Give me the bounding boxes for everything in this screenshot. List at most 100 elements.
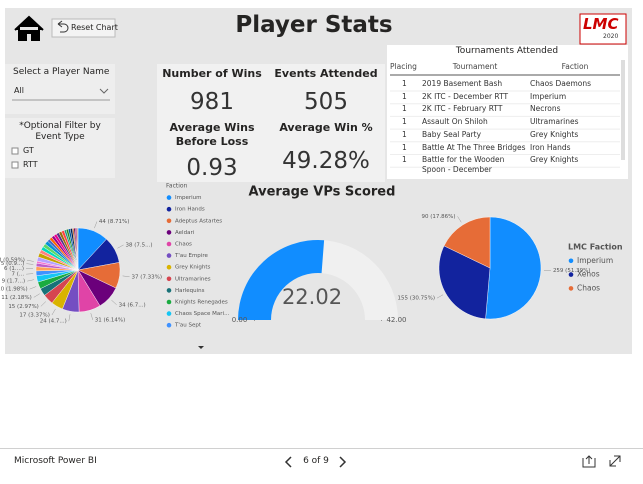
legend-marker <box>166 276 172 282</box>
card-value: 981 <box>190 89 234 115</box>
table-cell: Baby Seal Party <box>422 129 482 139</box>
leader-line <box>122 275 130 278</box>
table-cell: 1 <box>402 79 407 88</box>
legend-label: Imperium <box>577 256 613 265</box>
leader-line <box>68 314 71 322</box>
table-title: Tournaments Attended <box>455 46 559 56</box>
data-label: 5 (0.9...) <box>1 261 25 267</box>
legend-label: Adeptus Astartes <box>175 218 222 224</box>
table-header: Faction <box>561 62 589 71</box>
card-value: 49.28% <box>282 148 370 174</box>
card-label: Average Win % <box>279 121 373 134</box>
table-cell: 1 <box>402 129 407 139</box>
legend-marker <box>166 195 172 200</box>
dropdown-chevron[interactable] <box>99 88 109 94</box>
page-indicator: 6 of 9 <box>303 456 329 466</box>
slicer-panel <box>5 64 115 114</box>
legend-label: Xenos <box>577 270 600 279</box>
data-label: 24 (4.7...) <box>40 319 67 325</box>
reset-button[interactable] <box>51 18 116 38</box>
legend-title: LMC Faction <box>568 243 623 252</box>
legend-marker <box>166 288 172 293</box>
table-cell: Battle for the Wooden Spoon - December <box>422 155 505 175</box>
legend-label: Chaos <box>175 242 192 248</box>
table-header: Tournament <box>452 62 498 71</box>
table-cell: 2K ITC - February RTT <box>422 104 503 114</box>
data-label: 259 (51.39%) <box>553 268 591 274</box>
pie-slice <box>443 216 491 269</box>
data-label: 9 (1.7...) <box>2 279 26 285</box>
reset-label[interactable]: Reset Chart <box>71 23 118 32</box>
table-cell: Iron Hands <box>530 142 571 152</box>
pie-slice <box>438 245 491 320</box>
leader-line <box>457 216 462 223</box>
data-label: 90 (17.86%) <box>422 214 456 220</box>
data-label: 155 (30.75%) <box>397 296 435 302</box>
filter-option[interactable]: RTT <box>23 160 38 169</box>
legend-title: Faction <box>166 183 188 190</box>
filter-option[interactable]: GT <box>23 146 34 155</box>
legend-marker <box>166 253 172 258</box>
leader-line <box>436 294 444 299</box>
leader-line <box>26 259 34 262</box>
table-cell: 2K ITC - December RTT <box>422 91 509 101</box>
legend-label: T'au Empire <box>174 253 208 259</box>
legend-marker <box>166 206 172 212</box>
legend-marker <box>568 272 574 277</box>
leader-line <box>27 279 35 282</box>
checkbox[interactable] <box>11 161 19 169</box>
legend-more[interactable] <box>198 346 204 349</box>
data-label: 44 (8.71%) <box>99 219 130 225</box>
pie-slice <box>485 216 542 320</box>
card-label: Number of Wins <box>162 67 262 80</box>
card-panel <box>157 64 385 182</box>
pie-slice <box>77 227 79 271</box>
table-cell: Necrons <box>530 104 561 114</box>
legend-label: Harlequins <box>175 288 205 294</box>
leader-line <box>111 299 117 305</box>
leader-line <box>117 244 124 249</box>
gauge-tick-label: 0.00 <box>232 316 248 324</box>
expand-icon[interactable] <box>609 455 621 467</box>
scrollbar[interactable] <box>621 60 625 160</box>
data-label: 7 (... <box>12 272 25 278</box>
table-cell: 1 <box>402 142 407 152</box>
logo-year: 2020 <box>603 33 619 40</box>
leader-line <box>26 273 34 275</box>
page-nav[interactable] <box>284 456 347 468</box>
page-title: Player Stats <box>235 12 393 38</box>
leader-line <box>40 301 47 307</box>
home-icon[interactable] <box>14 15 44 41</box>
filter-label: *Optional Filter by Event Type <box>19 121 101 142</box>
legend-marker <box>568 258 574 264</box>
data-label: 3 (0.59%) <box>0 258 25 264</box>
legend-marker <box>166 218 172 224</box>
table-cell: Grey Knights <box>530 129 579 139</box>
card-value: 0.93 <box>186 155 238 181</box>
legend-label: Grey Knights <box>175 265 211 271</box>
card-value: 505 <box>304 89 348 115</box>
slicer-value[interactable]: All <box>14 86 24 95</box>
leader-line <box>94 221 98 229</box>
footer-divider <box>0 448 643 449</box>
share-icon[interactable] <box>582 455 596 468</box>
legend-label: Aeldari <box>175 230 195 236</box>
legend-marker <box>166 311 172 316</box>
legend-label: Ultramarines <box>175 276 211 282</box>
legend-label: Chaos <box>577 283 600 292</box>
legend-label: Knights Renegades <box>175 300 228 306</box>
legend-marker <box>166 241 172 247</box>
table-panel <box>387 45 628 179</box>
slicer-label: Select a Player Name <box>13 67 110 77</box>
checkbox[interactable] <box>11 147 19 155</box>
app-name: Microsoft Power BI <box>14 456 97 466</box>
gauge-title: Average VPs Scored <box>249 185 396 200</box>
table-cell: 2019 Basement Bash <box>422 79 503 88</box>
table-cell: Grey Knights <box>530 155 579 165</box>
legend-label: Chaos Space Mari... <box>175 311 230 317</box>
legend-label: Iron Hands <box>175 207 205 213</box>
legend-marker <box>166 322 172 328</box>
gauge-value-label: 22.02 <box>282 285 342 309</box>
data-label: 34 (6.7...) <box>119 302 146 308</box>
